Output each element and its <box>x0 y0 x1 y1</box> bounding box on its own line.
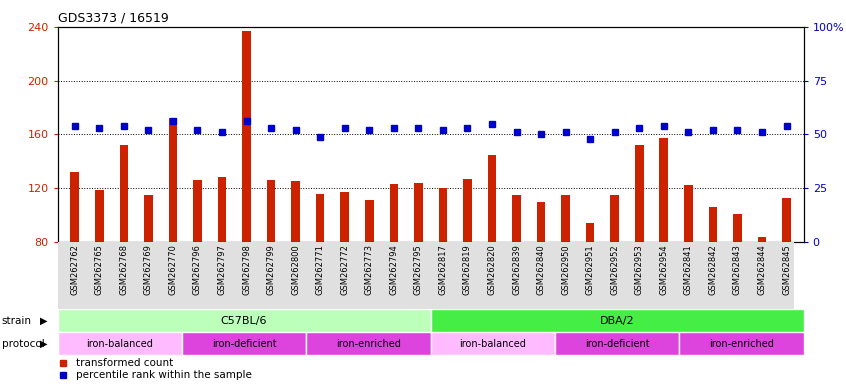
Text: GSM262952: GSM262952 <box>610 244 619 295</box>
Text: GSM262773: GSM262773 <box>365 244 374 295</box>
Text: GSM262769: GSM262769 <box>144 244 153 295</box>
Text: GSM262817: GSM262817 <box>438 244 448 295</box>
Text: ▶: ▶ <box>41 316 47 326</box>
Text: GSM262770: GSM262770 <box>168 244 178 295</box>
Text: GSM262954: GSM262954 <box>659 244 668 295</box>
Bar <box>463 179 472 242</box>
Text: GSM262820: GSM262820 <box>487 244 497 295</box>
Text: iron-balanced: iron-balanced <box>86 339 153 349</box>
Bar <box>119 145 128 242</box>
Text: GSM262798: GSM262798 <box>242 244 251 295</box>
Text: GSM262800: GSM262800 <box>291 244 300 295</box>
Bar <box>306 332 431 355</box>
Bar <box>561 195 570 242</box>
Bar <box>512 195 521 242</box>
Text: iron-balanced: iron-balanced <box>459 339 526 349</box>
Bar <box>431 309 804 332</box>
Text: GSM262768: GSM262768 <box>119 244 129 295</box>
Text: GDS3373 / 16519: GDS3373 / 16519 <box>58 12 168 25</box>
Text: GSM262771: GSM262771 <box>316 244 325 295</box>
Bar <box>58 332 182 355</box>
Text: GSM262794: GSM262794 <box>389 244 398 295</box>
Text: GSM262844: GSM262844 <box>757 244 766 295</box>
Text: protocol: protocol <box>2 339 45 349</box>
Bar <box>58 309 431 332</box>
Text: iron-deficient: iron-deficient <box>585 339 650 349</box>
Bar <box>733 214 742 242</box>
Text: iron-enriched: iron-enriched <box>709 339 774 349</box>
Text: GSM262772: GSM262772 <box>340 244 349 295</box>
Bar <box>555 332 679 355</box>
Text: GSM262843: GSM262843 <box>733 244 742 295</box>
Text: GSM262839: GSM262839 <box>512 244 521 295</box>
Bar <box>389 184 398 242</box>
Bar <box>95 190 103 242</box>
Text: GSM262845: GSM262845 <box>782 244 791 295</box>
Text: GSM262950: GSM262950 <box>561 244 570 295</box>
Text: iron-deficient: iron-deficient <box>212 339 277 349</box>
Bar <box>438 188 448 242</box>
Text: GSM262799: GSM262799 <box>266 244 276 295</box>
Bar <box>487 155 497 242</box>
Bar <box>365 200 374 242</box>
Bar <box>193 180 201 242</box>
Text: GSM262795: GSM262795 <box>414 244 423 295</box>
Text: transformed count: transformed count <box>76 358 173 368</box>
Bar <box>242 31 250 242</box>
Bar <box>316 194 325 242</box>
Bar <box>611 195 619 242</box>
Text: C57BL/6: C57BL/6 <box>221 316 267 326</box>
Text: strain: strain <box>2 316 31 326</box>
Bar <box>414 183 423 242</box>
Bar <box>431 332 555 355</box>
Text: GSM262765: GSM262765 <box>95 244 104 295</box>
Bar <box>679 332 804 355</box>
Text: ▶: ▶ <box>41 339 47 349</box>
Bar <box>709 207 717 242</box>
Bar <box>182 332 306 355</box>
Bar <box>340 192 349 242</box>
Bar <box>266 180 275 242</box>
Bar <box>291 182 300 242</box>
Text: GSM262953: GSM262953 <box>634 244 644 295</box>
Bar <box>783 198 791 242</box>
Bar <box>586 223 595 242</box>
Text: GSM262796: GSM262796 <box>193 244 202 295</box>
Bar <box>144 195 152 242</box>
Bar <box>684 185 693 242</box>
Bar <box>660 139 668 242</box>
Text: GSM262797: GSM262797 <box>217 244 227 295</box>
Bar <box>536 202 546 242</box>
Text: DBA/2: DBA/2 <box>600 316 634 326</box>
Bar <box>70 172 79 242</box>
Text: GSM262841: GSM262841 <box>684 244 693 295</box>
Bar <box>758 237 766 242</box>
Text: percentile rank within the sample: percentile rank within the sample <box>76 370 252 381</box>
Text: iron-enriched: iron-enriched <box>336 339 401 349</box>
Text: GSM262842: GSM262842 <box>708 244 717 295</box>
Text: GSM262951: GSM262951 <box>585 244 595 295</box>
Bar <box>168 118 177 242</box>
Bar <box>635 145 644 242</box>
Text: GSM262819: GSM262819 <box>463 244 472 295</box>
Text: GSM262762: GSM262762 <box>70 244 80 295</box>
Text: GSM262840: GSM262840 <box>536 244 546 295</box>
Bar <box>217 177 226 242</box>
